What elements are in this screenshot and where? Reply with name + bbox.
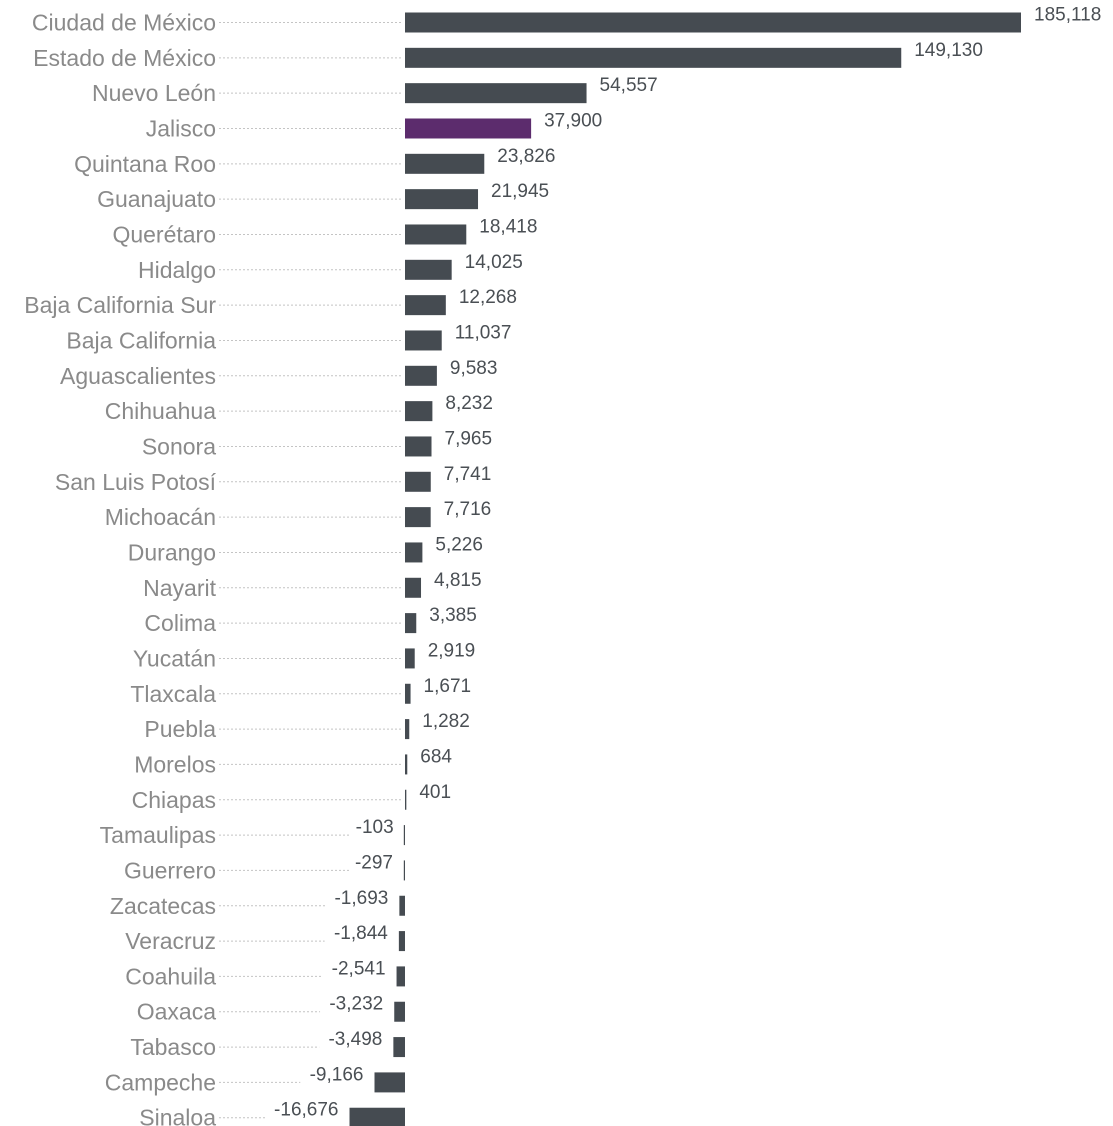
bar-durango xyxy=(405,542,423,563)
value-label: 2,919 xyxy=(428,640,476,661)
bar-guerrero xyxy=(403,860,405,881)
bar-veracruz xyxy=(398,931,405,952)
value-label: 185,118 xyxy=(1034,5,1101,26)
value-label: 54,557 xyxy=(600,75,658,96)
value-label: 14,025 xyxy=(465,252,523,273)
category-label: Ciudad de México xyxy=(32,10,216,36)
bar-tamaulipas xyxy=(403,825,405,846)
category-label: Baja California xyxy=(66,327,216,353)
value-label: 4,815 xyxy=(434,570,482,591)
value-label: 7,716 xyxy=(444,499,492,520)
value-label: 9,583 xyxy=(450,358,498,379)
bar-coahuila xyxy=(396,966,405,987)
category-label: Nayarit xyxy=(143,575,216,601)
value-label: -16,676 xyxy=(274,1100,338,1121)
bar-campeche xyxy=(374,1072,405,1093)
value-label: -2,541 xyxy=(332,958,386,979)
bar-yucatán xyxy=(405,648,415,669)
value-label: 18,418 xyxy=(479,216,537,237)
value-label: 401 xyxy=(419,782,451,803)
bar-chihuahua xyxy=(405,401,433,422)
category-label: Aguascalientes xyxy=(60,363,216,389)
bar-sinaloa xyxy=(349,1107,405,1126)
bar-guanajuato xyxy=(405,189,479,210)
bar-jalisco xyxy=(405,118,532,139)
bar-baja-california xyxy=(405,330,442,351)
category-label: Nuevo León xyxy=(92,80,216,106)
value-label: 149,130 xyxy=(914,40,983,61)
bar-nuevo-león xyxy=(405,83,587,104)
category-label: Hidalgo xyxy=(138,257,216,283)
category-label: Sinaloa xyxy=(139,1105,216,1126)
value-label: 7,965 xyxy=(445,428,493,449)
value-label: 5,226 xyxy=(435,534,483,555)
value-label: -3,232 xyxy=(329,994,383,1015)
value-label: -1,844 xyxy=(334,923,388,944)
bar-chiapas xyxy=(405,789,407,810)
value-label: 1,282 xyxy=(422,711,470,732)
value-label: 1,671 xyxy=(424,676,472,697)
category-label: Puebla xyxy=(144,716,216,742)
value-label: -3,498 xyxy=(328,1029,382,1050)
bar-zacatecas xyxy=(399,895,405,916)
category-label: Estado de México xyxy=(33,45,216,71)
value-label: 7,741 xyxy=(444,464,492,485)
category-label: Quintana Roo xyxy=(74,151,216,177)
category-label: Yucatán xyxy=(133,645,216,671)
bar-tabasco xyxy=(393,1037,405,1058)
value-label: 3,385 xyxy=(429,605,477,626)
bar-michoacán xyxy=(405,507,431,528)
value-label: 8,232 xyxy=(445,393,493,414)
value-label: 11,037 xyxy=(455,322,512,343)
category-label: Tlaxcala xyxy=(130,681,216,707)
value-label: 684 xyxy=(420,746,452,767)
bar-oaxaca xyxy=(394,1001,405,1022)
category-label: Tabasco xyxy=(130,1034,216,1060)
category-label: Campeche xyxy=(105,1069,216,1095)
value-label: 37,900 xyxy=(544,110,602,131)
category-label: Veracruz xyxy=(125,928,216,954)
category-label: Chihuahua xyxy=(105,398,216,424)
category-label: Coahuila xyxy=(125,963,216,989)
bar-aguascalientes xyxy=(405,365,437,386)
category-label: Baja California Sur xyxy=(24,292,216,318)
value-label: -297 xyxy=(355,852,393,873)
bar-sonora xyxy=(405,436,432,457)
value-label: 12,268 xyxy=(459,287,517,308)
bar-morelos xyxy=(405,754,408,775)
bar-colima xyxy=(405,613,417,634)
category-label: Jalisco xyxy=(146,115,216,141)
category-label: Colima xyxy=(144,610,216,636)
bar-san-luis-potosí xyxy=(405,471,431,492)
category-label: Querétaro xyxy=(112,221,216,247)
category-label: San Luis Potosí xyxy=(55,469,217,495)
bar-quintana-roo xyxy=(405,153,485,174)
value-label: 21,945 xyxy=(491,181,549,202)
category-label: Zacatecas xyxy=(110,893,216,919)
category-label: Morelos xyxy=(134,751,216,777)
category-label: Tamaulipas xyxy=(100,822,216,848)
bar-estado-de-méxico xyxy=(405,47,902,68)
category-label: Durango xyxy=(128,539,216,565)
category-label: Chiapas xyxy=(132,787,216,813)
bar-baja-california-sur xyxy=(405,295,446,316)
category-label: Oaxaca xyxy=(137,999,216,1025)
bar-tlaxcala xyxy=(405,683,411,704)
category-label: Michoacán xyxy=(105,504,216,530)
category-label: Guanajuato xyxy=(97,186,216,212)
value-label: -103 xyxy=(356,817,394,838)
bar-hidalgo xyxy=(405,259,452,280)
value-label: -9,166 xyxy=(310,1064,364,1085)
bar-querétaro xyxy=(405,224,467,245)
value-label: 23,826 xyxy=(497,146,555,167)
bar-nayarit xyxy=(405,577,422,598)
category-label: Guerrero xyxy=(124,857,216,883)
value-label: -1,693 xyxy=(334,888,388,909)
bar-ciudad-de-méxico xyxy=(405,12,1021,33)
category-label: Sonora xyxy=(142,433,216,459)
bar-puebla xyxy=(405,719,410,740)
